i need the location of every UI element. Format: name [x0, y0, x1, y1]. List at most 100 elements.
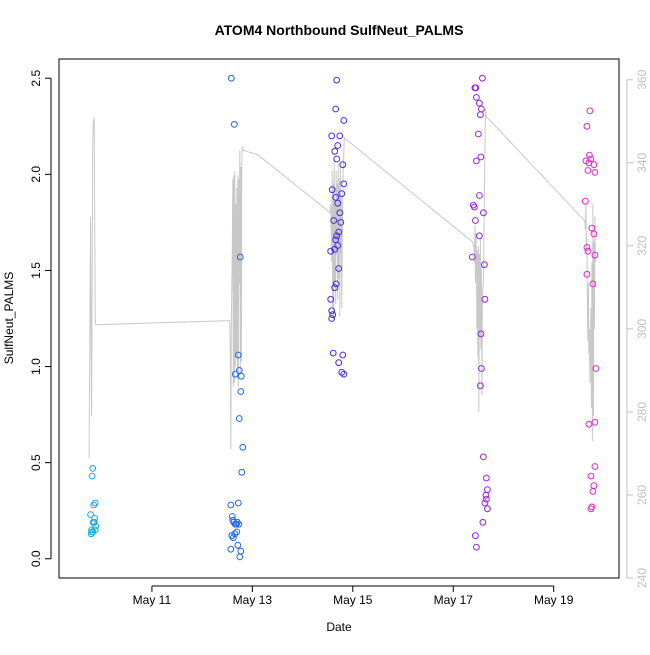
x-tick-label: May 15 — [333, 593, 373, 607]
data-point — [471, 203, 478, 211]
data-point — [478, 365, 485, 372]
data-point — [331, 284, 339, 292]
data-point — [335, 265, 343, 272]
data-point — [476, 232, 483, 240]
chart-title: ATOM4 Northbound SulfNeut_PALMS — [215, 22, 464, 38]
data-point — [90, 501, 98, 509]
data-point — [87, 511, 94, 518]
data-point — [88, 472, 96, 480]
data-point — [480, 453, 487, 461]
data-point — [482, 491, 490, 499]
data-point — [586, 107, 594, 115]
data-point — [229, 534, 237, 541]
data-point — [473, 94, 480, 101]
y2-tick-label: 300 — [635, 319, 649, 339]
data-point — [480, 209, 487, 217]
data-point — [333, 232, 341, 240]
data-point — [586, 151, 593, 159]
data-point — [484, 505, 491, 513]
y2-tick-label: 280 — [635, 402, 649, 422]
left-y-axis: 0.0 0.5 1.0 1.5 2.0 2.5 — [29, 70, 52, 567]
data-point — [481, 295, 489, 303]
data-point — [329, 311, 337, 319]
data-point — [332, 280, 340, 288]
data-point — [92, 522, 100, 530]
data-point — [333, 76, 341, 84]
data-point — [334, 199, 342, 207]
data-point — [231, 370, 239, 378]
data-point — [235, 520, 243, 528]
data-point — [327, 247, 335, 255]
y2-tick-label: 320 — [635, 236, 649, 256]
data-point — [91, 499, 99, 507]
data-point — [481, 499, 489, 507]
data-point — [476, 99, 483, 107]
data-point — [477, 153, 485, 161]
data-point — [589, 488, 597, 495]
data-point — [328, 132, 336, 140]
x-axis-label: Date — [326, 620, 352, 634]
plot-frame — [58, 58, 620, 579]
data-point — [591, 251, 599, 259]
data-point — [477, 111, 484, 119]
scatter-points — [87, 74, 600, 561]
data-point — [236, 253, 244, 261]
data-point — [473, 543, 480, 551]
data-point — [588, 224, 596, 232]
data-point — [340, 180, 348, 188]
data-point — [328, 186, 336, 194]
x-tick-label: May 11 — [133, 593, 172, 607]
data-point — [472, 217, 479, 224]
y2-tick-label: 260 — [635, 485, 649, 505]
y-tick-label: 0.5 — [29, 454, 43, 471]
series-line — [88, 108, 596, 458]
data-point — [336, 209, 344, 217]
data-point — [479, 518, 487, 526]
data-point — [235, 367, 243, 374]
data-point — [232, 520, 240, 528]
y-tick-label: 2.5 — [29, 70, 43, 87]
x-tick-label: May 17 — [434, 593, 474, 607]
data-point — [582, 157, 590, 165]
data-point — [88, 528, 96, 536]
y-tick-label: 1.0 — [29, 358, 43, 375]
data-point — [589, 280, 597, 288]
data-point — [478, 105, 485, 113]
data-point — [329, 349, 337, 357]
data-point — [583, 244, 591, 251]
data-point — [332, 105, 340, 113]
data-point — [335, 359, 343, 367]
data-point — [340, 117, 348, 124]
data-point — [227, 501, 235, 509]
data-point — [230, 121, 238, 128]
data-point — [89, 465, 97, 472]
data-point — [587, 472, 595, 480]
data-point — [477, 382, 484, 390]
data-point — [479, 74, 486, 82]
data-point — [590, 161, 598, 169]
data-point — [234, 351, 242, 359]
data-point — [236, 553, 244, 561]
secondary-line-series — [88, 108, 596, 458]
data-point — [468, 253, 476, 261]
data-point — [331, 245, 339, 253]
data-point — [91, 515, 99, 522]
y2-tick-label: 240 — [635, 568, 649, 588]
y-tick-label: 0.0 — [29, 550, 43, 567]
data-point — [588, 503, 596, 511]
data-point — [592, 365, 600, 372]
right-y-axis: 240 260 280 300 320 340 360 — [626, 69, 649, 588]
data-point — [584, 247, 592, 255]
y-axis-label: SulfNeut_PALMS — [2, 272, 16, 365]
data-point — [90, 518, 98, 526]
data-point — [581, 197, 589, 205]
x-tick-label: May 19 — [534, 593, 574, 607]
data-point — [330, 217, 338, 224]
data-point — [476, 192, 483, 199]
data-point — [333, 155, 341, 163]
x-tick-label: May 13 — [233, 593, 273, 607]
y2-tick-label: 340 — [635, 152, 649, 172]
data-point — [584, 167, 592, 174]
